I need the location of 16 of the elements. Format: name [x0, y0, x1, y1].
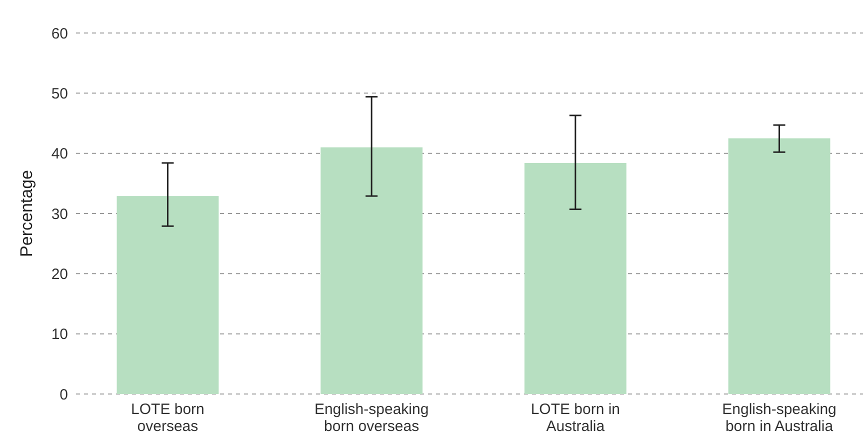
y-axis-title: Percentage [17, 170, 36, 257]
bar [320, 147, 423, 394]
x-tick-label: LOTE born overseas [131, 401, 204, 433]
y-tick-label: 40 [51, 146, 68, 163]
bar [116, 196, 219, 394]
x-tick-label: English-speaking born overseas [314, 401, 429, 433]
y-tick-label: 10 [51, 326, 68, 344]
bar [728, 138, 830, 394]
y-tick-label: 0 [60, 386, 68, 404]
y-tick-label: 30 [51, 206, 68, 223]
y-tick-label: 20 [51, 266, 68, 283]
bar [524, 162, 626, 394]
y-tick-label: 50 [51, 85, 68, 102]
y-tick-label: 60 [51, 25, 68, 42]
x-tick-label: LOTE born in Australia [530, 401, 620, 433]
x-tick-label: English-speaking born in Australia [722, 401, 836, 433]
